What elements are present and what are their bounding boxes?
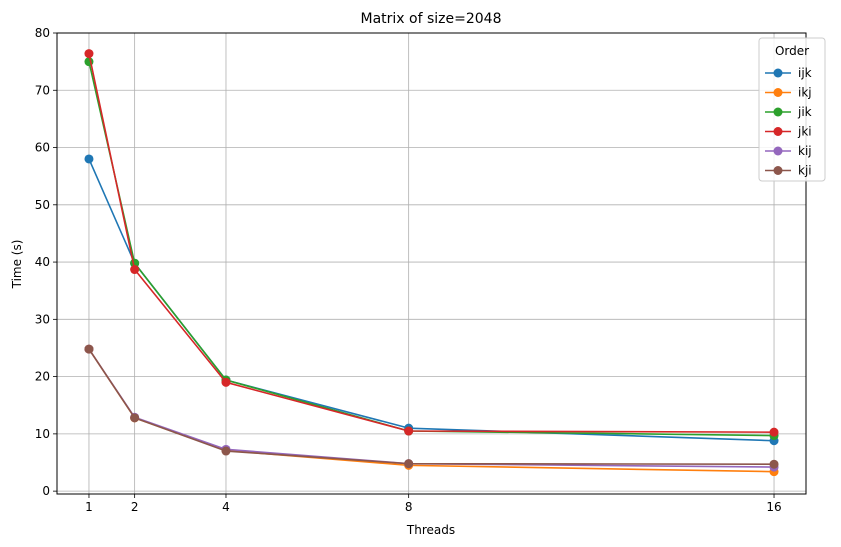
legend-box (758, 37, 826, 182)
y-tick-label: 60 (35, 141, 50, 155)
legend: Order ijk ikj jik jki kij kji (758, 37, 826, 182)
legend-label: jik (797, 105, 812, 119)
legend-item-ikj: ikj (765, 86, 812, 100)
series-line-ijk (88, 158, 775, 442)
legend-label: ikj (798, 86, 812, 100)
series-jik (84, 57, 779, 441)
legend-label: ijk (798, 66, 812, 80)
legend-marker (773, 127, 783, 136)
series-kji (84, 344, 779, 469)
y-tick-label: 80 (35, 26, 50, 40)
y-tick-label: 50 (35, 198, 50, 212)
legend-label: kij (798, 144, 812, 158)
series-ikj (84, 344, 779, 477)
series-kij (84, 344, 779, 472)
y-tick-label: 40 (35, 255, 50, 269)
series-line-jik (88, 61, 775, 437)
x-tick-label: 16 (766, 500, 781, 514)
data-point-jki (130, 265, 140, 275)
legend-marker (773, 166, 783, 175)
legend-marker (773, 68, 783, 78)
legend-label: jki (797, 125, 812, 139)
chart-title: Matrix of size=2048 (361, 11, 502, 27)
legend-item-kji: kji (765, 164, 812, 178)
data-point-jki (769, 427, 779, 437)
series-line-kij (88, 348, 775, 468)
x-tick-label: 1 (85, 500, 93, 514)
data-point-kji (769, 459, 779, 469)
legend-item-jki: jki (765, 125, 812, 139)
legend-marker (773, 107, 783, 117)
y-tick-label: 70 (35, 83, 50, 97)
data-point-ijk (84, 154, 94, 164)
legend-marker (773, 146, 783, 156)
series-line-ikj (88, 348, 775, 473)
axes: 1 2 4 8 16 0 10 20 30 40 50 60 70 80 (35, 26, 782, 514)
legend-item-ijk: ijk (765, 66, 812, 80)
grid (57, 32, 806, 494)
legend-item-jik: jik (765, 105, 812, 119)
plot-area (56, 32, 807, 495)
data-point-kji (84, 344, 94, 354)
x-tick-label: 8 (405, 500, 413, 514)
series-line-jki (88, 53, 775, 433)
legend-item-kij: kij (765, 144, 812, 158)
y-tick-label: 20 (35, 370, 50, 384)
y-tick-label: 30 (35, 312, 50, 326)
series-ijk (84, 154, 779, 446)
x-tick-label: 2 (131, 500, 139, 514)
legend-marker (773, 88, 783, 97)
data-point-jki (221, 377, 231, 387)
data-point-kji (221, 446, 231, 456)
x-axis-label: Threads (406, 523, 455, 537)
data-point-jki (84, 49, 94, 59)
y-tick-label: 10 (35, 427, 50, 441)
data-point-kji (130, 413, 140, 423)
legend-label: kji (798, 164, 812, 178)
series-layer (84, 49, 779, 477)
data-point-jki (404, 426, 414, 436)
data-point-kji (404, 459, 414, 469)
y-axis-label: Time (s) (10, 240, 24, 290)
series-line-kji (88, 348, 775, 466)
y-tick-label: 0 (42, 484, 50, 498)
legend-title: Order (775, 44, 809, 58)
series-jki (84, 49, 779, 437)
x-tick-label: 4 (222, 500, 230, 514)
